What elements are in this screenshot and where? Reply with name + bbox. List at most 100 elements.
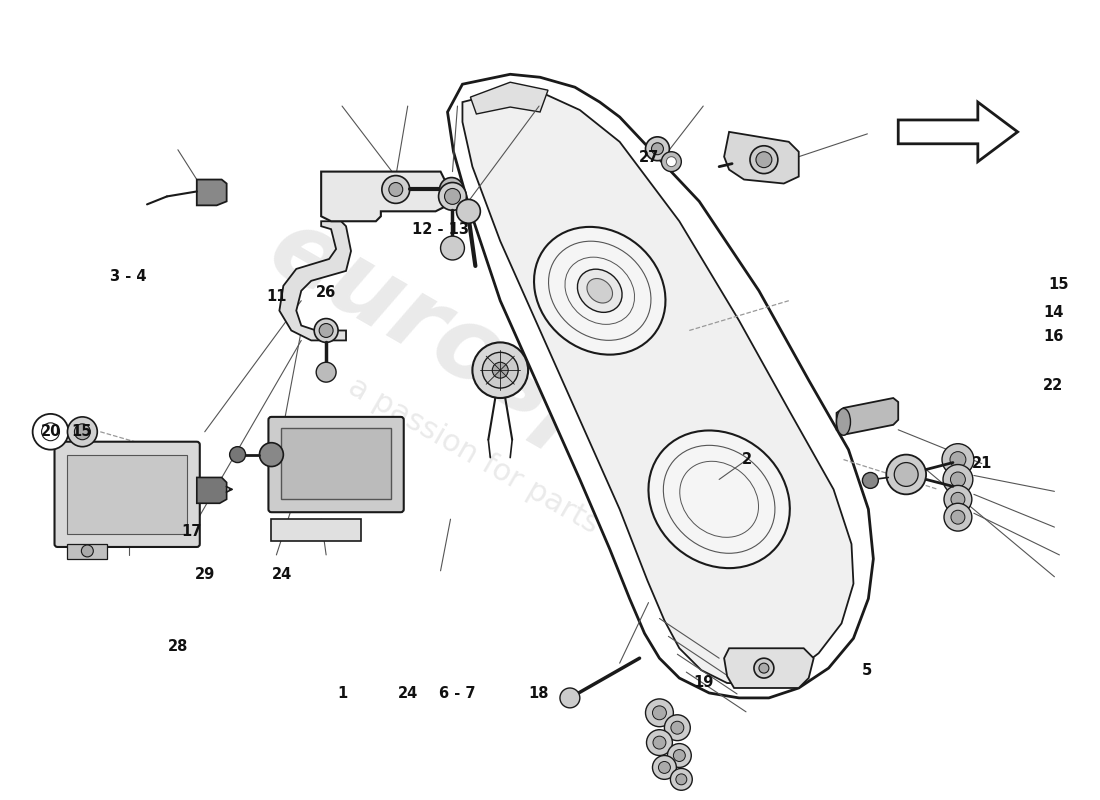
Circle shape bbox=[667, 157, 676, 166]
Circle shape bbox=[646, 699, 673, 726]
Circle shape bbox=[651, 142, 663, 154]
Circle shape bbox=[316, 362, 337, 382]
Circle shape bbox=[756, 152, 772, 168]
Polygon shape bbox=[462, 90, 854, 684]
Circle shape bbox=[315, 318, 338, 342]
FancyBboxPatch shape bbox=[268, 417, 404, 512]
Circle shape bbox=[493, 362, 508, 378]
Circle shape bbox=[260, 442, 284, 466]
Circle shape bbox=[671, 722, 684, 734]
Text: 14: 14 bbox=[1043, 305, 1064, 320]
Text: 27: 27 bbox=[638, 150, 659, 165]
Polygon shape bbox=[197, 478, 227, 503]
Text: 3 - 4: 3 - 4 bbox=[110, 270, 147, 284]
Polygon shape bbox=[197, 179, 227, 206]
Circle shape bbox=[862, 473, 878, 488]
Circle shape bbox=[388, 182, 403, 197]
FancyBboxPatch shape bbox=[55, 442, 200, 547]
Circle shape bbox=[887, 454, 926, 494]
Circle shape bbox=[950, 452, 966, 467]
Circle shape bbox=[894, 462, 918, 486]
Circle shape bbox=[230, 446, 245, 462]
Circle shape bbox=[670, 769, 692, 790]
Text: 21: 21 bbox=[972, 456, 992, 471]
Text: 15: 15 bbox=[1048, 278, 1069, 292]
Circle shape bbox=[456, 199, 481, 223]
Circle shape bbox=[659, 762, 670, 774]
Circle shape bbox=[950, 472, 966, 487]
Circle shape bbox=[444, 189, 461, 204]
Circle shape bbox=[472, 342, 528, 398]
Polygon shape bbox=[321, 171, 446, 222]
Text: 26: 26 bbox=[316, 286, 336, 300]
Text: 6 - 7: 6 - 7 bbox=[439, 686, 475, 702]
Circle shape bbox=[81, 545, 94, 557]
Polygon shape bbox=[836, 398, 899, 434]
Text: 12 - 13: 12 - 13 bbox=[412, 222, 469, 237]
Circle shape bbox=[952, 510, 965, 524]
Circle shape bbox=[675, 774, 686, 785]
Circle shape bbox=[440, 178, 463, 202]
Circle shape bbox=[668, 743, 691, 767]
Text: 11: 11 bbox=[266, 290, 287, 304]
Circle shape bbox=[560, 688, 580, 708]
Text: 29: 29 bbox=[195, 567, 216, 582]
Circle shape bbox=[944, 503, 972, 531]
Ellipse shape bbox=[836, 409, 850, 435]
Circle shape bbox=[653, 736, 666, 749]
Circle shape bbox=[942, 444, 974, 475]
Text: 24: 24 bbox=[397, 686, 418, 702]
Text: 5: 5 bbox=[862, 662, 872, 678]
Text: 15: 15 bbox=[72, 424, 91, 439]
Bar bbox=[67, 544, 107, 559]
Circle shape bbox=[673, 750, 685, 762]
Circle shape bbox=[482, 352, 518, 388]
Polygon shape bbox=[471, 82, 548, 114]
Bar bbox=[67, 454, 187, 534]
Ellipse shape bbox=[534, 227, 666, 354]
Text: 24: 24 bbox=[272, 567, 292, 582]
Text: eurospares: eurospares bbox=[252, 200, 848, 600]
Circle shape bbox=[944, 486, 972, 514]
Ellipse shape bbox=[587, 278, 613, 303]
Circle shape bbox=[446, 183, 458, 195]
Circle shape bbox=[661, 152, 681, 171]
Circle shape bbox=[439, 182, 466, 210]
Text: a passion for parts since 1985: a passion for parts since 1985 bbox=[343, 371, 757, 627]
Text: 20: 20 bbox=[41, 424, 62, 439]
Circle shape bbox=[754, 658, 774, 678]
Circle shape bbox=[759, 663, 769, 673]
Polygon shape bbox=[724, 648, 814, 688]
Bar bbox=[282, 428, 390, 499]
Circle shape bbox=[943, 465, 972, 494]
Circle shape bbox=[33, 414, 68, 450]
Circle shape bbox=[952, 492, 965, 506]
Text: 19: 19 bbox=[693, 674, 714, 690]
Circle shape bbox=[647, 730, 672, 755]
Circle shape bbox=[319, 323, 333, 338]
Polygon shape bbox=[279, 222, 351, 341]
Text: 17: 17 bbox=[180, 523, 201, 538]
Text: 2: 2 bbox=[741, 452, 752, 467]
Circle shape bbox=[382, 175, 409, 203]
Polygon shape bbox=[899, 102, 1018, 162]
Circle shape bbox=[441, 236, 464, 260]
Text: 1: 1 bbox=[337, 686, 348, 702]
Polygon shape bbox=[724, 132, 799, 183]
Circle shape bbox=[652, 755, 676, 779]
Ellipse shape bbox=[578, 269, 623, 312]
Bar bbox=[272, 519, 361, 541]
Text: 28: 28 bbox=[167, 638, 188, 654]
Circle shape bbox=[750, 146, 778, 174]
Text: 16: 16 bbox=[1043, 329, 1064, 344]
Text: 18: 18 bbox=[529, 686, 549, 702]
Polygon shape bbox=[448, 74, 873, 698]
Circle shape bbox=[652, 706, 667, 720]
Circle shape bbox=[67, 417, 97, 446]
Ellipse shape bbox=[649, 430, 790, 568]
Text: 22: 22 bbox=[1043, 378, 1064, 393]
Circle shape bbox=[75, 424, 90, 440]
Circle shape bbox=[42, 423, 59, 441]
Circle shape bbox=[664, 714, 691, 741]
Circle shape bbox=[646, 137, 670, 161]
